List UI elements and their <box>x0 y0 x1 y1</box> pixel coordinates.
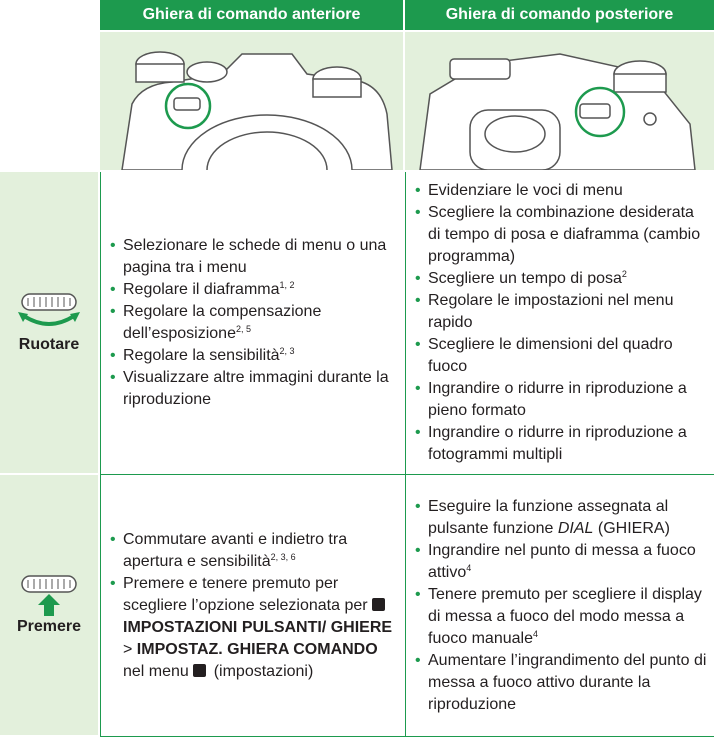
text: Eseguire la funzione assegnata al pulsan… <box>428 497 669 537</box>
header: Ghiera di comando anteriore <box>100 0 405 32</box>
text: Ingrandire o ridurre in riproduzione a p… <box>428 380 687 419</box>
text: Selezionare le schede di menu o una pagi… <box>123 237 387 276</box>
text: Regolare il diaframma <box>123 281 280 298</box>
text: Scegliere le dimensioni del quadro fuoco <box>428 336 673 375</box>
list-item: Tenere premuto per scegliere il display … <box>414 584 710 650</box>
text: Ingrandire o ridurre in riproduzione a f… <box>428 424 687 463</box>
footnote-ref: 2, 3 <box>279 346 295 356</box>
corner <box>0 32 100 172</box>
label-text: Premere <box>16 618 82 635</box>
text: Tenere premuto per scegliere il display … <box>428 585 702 647</box>
bullet-list: Selezionare le schede di menu o una pagi… <box>109 235 401 411</box>
cell-content: Evidenziare le voci di menu Scegliere la … <box>405 172 714 475</box>
text: Commutare avanti e indietro tra apertura… <box>123 530 348 570</box>
list-item: Premere e tenere premuto per scegliere l… <box>109 573 401 683</box>
camera-image <box>405 32 714 172</box>
list-item: Scegliere un tempo di posa2 <box>414 268 710 290</box>
cell-content: Eseguire la funzione assegnata al pulsan… <box>405 475 714 737</box>
list-item: Selezionare le schede di menu o una pagi… <box>109 235 401 279</box>
menu-name: IMPOSTAZ. GHIERA COMANDO <box>136 640 378 658</box>
list-item: Ingrandire o ridurre in riproduzione a p… <box>414 378 710 422</box>
setup-icon <box>193 663 207 677</box>
text: Regolare le impostazioni nel menu rapido <box>428 292 674 331</box>
list-item: Regolare la compensazione dell’esposizio… <box>109 301 401 345</box>
text: > <box>123 640 137 658</box>
text: Scegliere un tempo di posa <box>428 270 622 287</box>
text: Visualizzare altre immagini durante la r… <box>123 369 389 408</box>
text: Scegliere la combinazione desiderata di … <box>428 204 701 265</box>
footnote-ref: 1, 2 <box>279 280 295 290</box>
text: Regolare la compensazione dell’esposizio… <box>123 303 322 342</box>
text: Aumentare l’ingrandimento del punto di m… <box>428 651 707 713</box>
text: Ingrandire nel punto di messa a fuoco at… <box>428 541 696 581</box>
list-item: Scegliere le dimensioni del quadro fuoco <box>414 334 710 378</box>
setup-icon <box>372 597 386 611</box>
list-item: Visualizzare altre immagini durante la r… <box>109 367 401 411</box>
list-item: Commutare avanti e indietro tra apertura… <box>109 529 401 573</box>
bullet-list: Eseguire la funzione assegnata al pulsan… <box>414 496 710 716</box>
footnote-ref: 4 <box>466 562 472 573</box>
list-item: Regolare la sensibilità2, 3 <box>109 345 401 367</box>
footnote-ref: 4 <box>532 628 538 639</box>
text: Regolare la sensibilità <box>123 347 280 364</box>
list-item: Aumentare l’ingrandimento del punto di m… <box>414 650 710 716</box>
footnote-ref: 2 <box>621 269 627 279</box>
corner <box>0 0 100 32</box>
footnote-ref: 2, 3, 6 <box>270 551 296 562</box>
list-item: Ingrandire o ridurre in riproduzione a f… <box>414 422 710 466</box>
cell-content: Selezionare le schede di menu o una pagi… <box>100 172 405 475</box>
rear-dial-illustration <box>418 53 696 170</box>
list-item: Evidenziare le voci di menu <box>414 180 710 202</box>
list-item: Ingrandire nel punto di messa a fuoco at… <box>414 540 710 584</box>
footnote-ref: 2, 5 <box>235 324 251 334</box>
text: (impostazioni) <box>209 662 314 680</box>
list-item: Scegliere la combinazione desiderata di … <box>414 202 710 268</box>
menu-name: IMPOSTAZIONI PULSANTI/ GHIERE <box>123 618 393 636</box>
text: nel menu <box>123 662 194 680</box>
bullet-list: Commutare avanti e indietro tra apertura… <box>109 529 401 683</box>
bullet-list: Evidenziare le voci di menu Scegliere la … <box>414 180 710 466</box>
dial-icon <box>21 575 77 616</box>
header: Ghiera di comando posteriore <box>405 0 714 32</box>
label-text: Ruotare <box>18 335 80 353</box>
list-item: Eseguire la funzione assegnata al pulsan… <box>414 496 710 540</box>
camera-image <box>100 32 405 172</box>
row-label: Ruotare <box>0 172 100 475</box>
dial-icon <box>18 292 80 326</box>
list-item: Regolare il diaframma1, 2 <box>109 279 401 301</box>
text: Evidenziare le voci di menu <box>428 182 623 199</box>
button-name: DIAL <box>557 519 594 537</box>
list-item: Regolare le impostazioni nel menu rapido <box>414 290 710 334</box>
text: (GHIERA) <box>593 519 670 537</box>
text: Premere e tenere premuto per scegliere l… <box>123 574 373 614</box>
cell-content: Commutare avanti e indietro tra apertura… <box>100 475 405 737</box>
front-dial-illustration <box>120 51 393 170</box>
row-label: Premere <box>0 475 100 737</box>
